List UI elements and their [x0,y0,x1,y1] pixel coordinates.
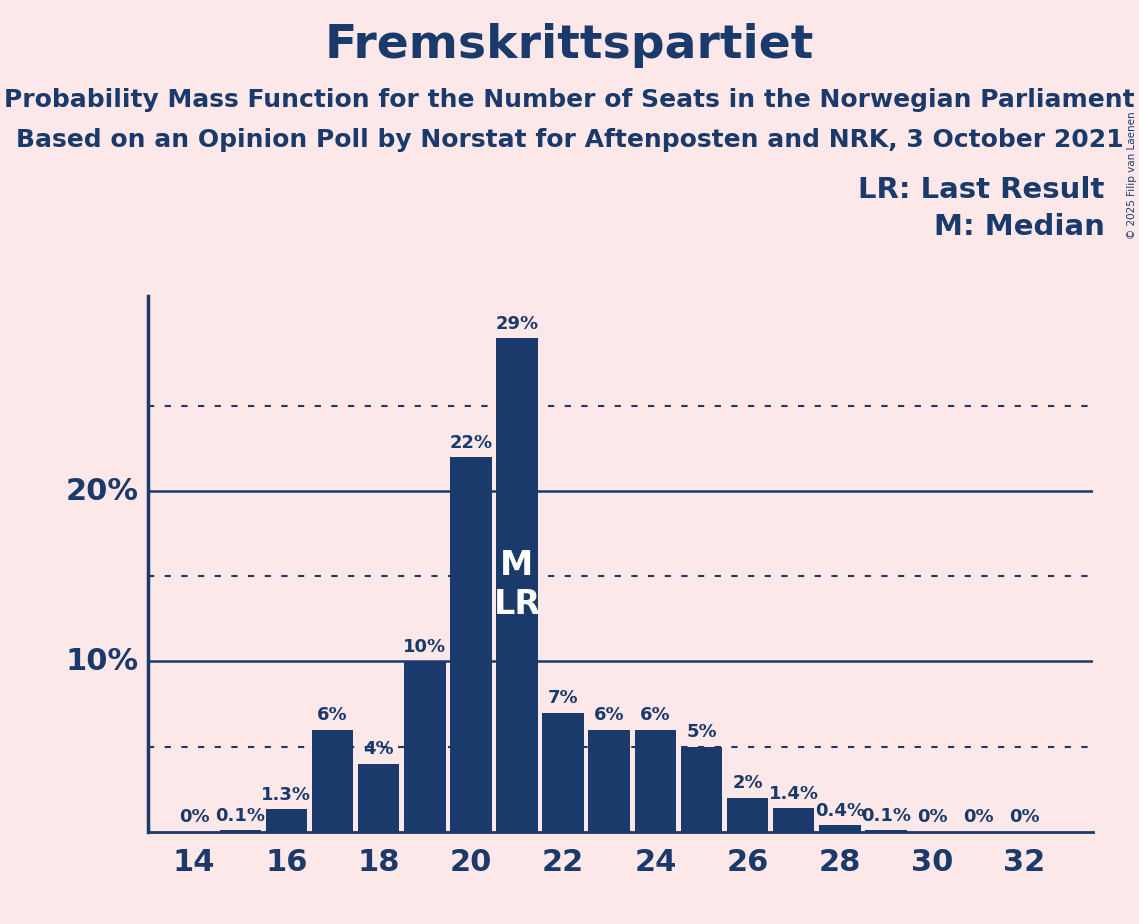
Text: 29%: 29% [495,315,539,334]
Text: 2%: 2% [732,774,763,793]
Text: 10%: 10% [65,647,139,676]
Text: Based on an Opinion Poll by Norstat for Aftenposten and NRK, 3 October 2021: Based on an Opinion Poll by Norstat for … [16,128,1123,152]
Text: M
LR: M LR [493,549,541,621]
Bar [819,825,861,832]
Text: 0%: 0% [1009,808,1040,826]
Text: 7%: 7% [548,689,579,708]
Text: Fremskrittspartiet: Fremskrittspartiet [325,23,814,68]
Text: 0.1%: 0.1% [215,807,265,825]
Bar [404,662,445,832]
Text: 4%: 4% [363,740,394,759]
Bar [773,808,814,832]
Bar [681,747,722,832]
Text: LR: Last Result: LR: Last Result [859,176,1105,203]
Bar [634,730,677,832]
Text: 10%: 10% [403,638,446,656]
Text: 1.3%: 1.3% [262,786,311,805]
Text: Probability Mass Function for the Number of Seats in the Norwegian Parliament: Probability Mass Function for the Number… [5,88,1134,112]
Text: 6%: 6% [593,707,624,724]
Bar [220,830,261,832]
Text: 5%: 5% [686,723,716,741]
Bar [589,730,630,832]
Bar [727,797,769,832]
Text: 0%: 0% [962,808,993,826]
Text: M: Median: M: Median [934,213,1105,240]
Text: 0%: 0% [917,808,948,826]
Bar [497,338,538,832]
Bar [265,809,308,832]
Text: 0.1%: 0.1% [861,807,911,825]
Text: 0.4%: 0.4% [814,802,865,820]
Text: © 2025 Filip van Laenen: © 2025 Filip van Laenen [1126,111,1137,238]
Bar [358,763,400,832]
Text: 20%: 20% [66,477,139,505]
Bar [312,730,353,832]
Text: 0%: 0% [179,808,210,826]
Text: 22%: 22% [449,434,492,452]
Bar [866,830,907,832]
Text: 1.4%: 1.4% [769,784,819,803]
Text: 6%: 6% [640,707,671,724]
Text: 6%: 6% [318,707,347,724]
Bar [450,457,492,832]
Bar [542,712,584,832]
